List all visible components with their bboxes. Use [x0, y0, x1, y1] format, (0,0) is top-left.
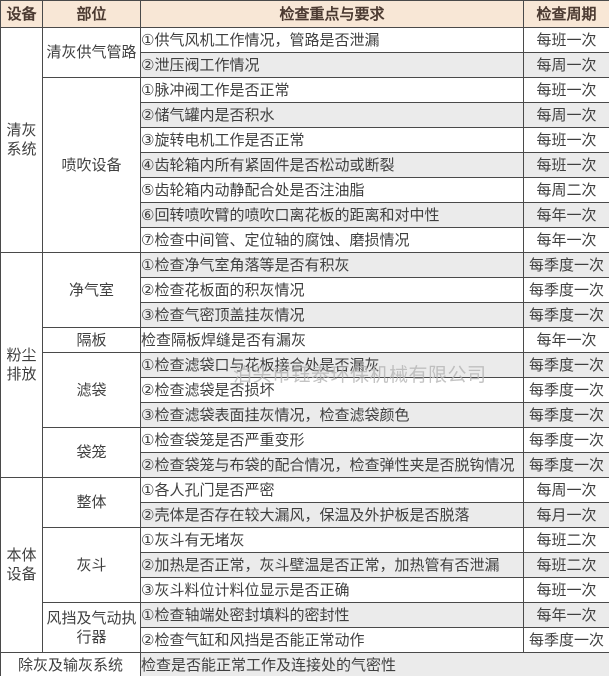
requirement-cell: ①各人孔门是否严密	[140, 477, 524, 503]
period-cell: 每班一次	[523, 77, 609, 103]
equipment-cell-fenchen: 粉尘排放	[0, 252, 43, 478]
period-cell: 每季度一次	[523, 427, 609, 453]
period-cell: 每班二次	[523, 552, 609, 578]
period-cell: 每周二次	[523, 177, 609, 203]
table-row: ②加热是否正常，灰斗壁温是否正常，加热管有否泄漏 每班二次	[1, 552, 609, 578]
requirement-cell: ②检查袋笼与布袋的配合情况，检查弹性夹是否脱钩情况	[140, 452, 524, 478]
requirement-cell: ⑤齿轮箱内动静配合处是否注油脂	[140, 177, 524, 203]
requirement-cell: ①脉冲阀工作是否正常	[140, 77, 524, 103]
period-cell: 每季度一次	[523, 277, 609, 303]
period-cell: 每周一次	[523, 52, 609, 78]
requirement-cell: ③灰斗料位计料位显示是否正确	[140, 577, 524, 603]
table-row: 本体设备 整体 ①各人孔门是否严密 每周一次	[0, 477, 609, 653]
part-cell-gongqiguanlu: 清灰供气管路	[42, 27, 141, 78]
period-cell: 每年一次	[523, 602, 609, 628]
period-cell: 每季度一次	[523, 302, 609, 328]
period-cell: 每年一次	[523, 327, 609, 353]
requirement-cell: ②泄压阀工作情况	[140, 52, 524, 78]
table-row: ⑥回转喷吹臂的喷吹口离花板的距离和对中性 每年一次	[1, 202, 609, 228]
requirement-cell: ①供气风机工作情况，管路是否泄漏	[140, 27, 524, 53]
requirement-cell: ②检查滤袋是否损坏	[140, 377, 524, 403]
table-row: 除灰及输灰系统 检查是否能正常工作及连接处的气密性	[0, 652, 609, 676]
table-row: ③旋转电机工作是否正常 每班一次	[1, 127, 609, 153]
requirement-cell: 检查是否能正常工作及连接处的气密性	[140, 652, 609, 676]
period-cell: 每周一次	[523, 477, 609, 503]
period-cell: 每季度一次	[523, 402, 609, 428]
table-row: 喷吹设备 ①脉冲阀工作是否正常 每班一次	[1, 77, 609, 253]
equipment-cell-qinghui: 清灰系统	[0, 27, 43, 253]
requirement-cell: ④齿轮箱内所有紧固件是否松动或断裂	[140, 152, 524, 178]
period-cell: 每季度一次	[523, 627, 609, 653]
period-cell: 每班一次	[523, 577, 609, 603]
requirement-cell: ①检查滤袋口与花板接合处是否漏灰	[140, 352, 524, 378]
table-row: 滤袋 ①检查滤袋口与花板接合处是否漏灰 每季度一次	[1, 352, 609, 428]
period-cell: 每年一次	[523, 202, 609, 228]
table-row: ④齿轮箱内所有紧固件是否松动或断裂 每班一次	[1, 152, 609, 178]
period-cell: 每季度一次	[523, 352, 609, 378]
period-cell: 每年一次	[523, 227, 609, 253]
period-cell: 每班二次	[523, 527, 609, 553]
header-equipment: 设备	[0, 0, 43, 28]
equipment-cell-benti: 本体设备	[0, 477, 43, 653]
requirement-cell: ①灰斗有无堵灰	[140, 527, 524, 553]
requirement-cell: ③检查滤袋表面挂灰情况，检查滤袋颜色	[140, 402, 524, 428]
period-cell: 每周一次	[523, 102, 609, 128]
part-cell-fengdang: 风挡及气动执行器	[42, 602, 141, 653]
requirement-cell: ⑦检查中间管、定位轴的腐蚀、磨损情况	[140, 227, 524, 253]
period-cell: 每班一次	[523, 152, 609, 178]
requirement-cell: ③旋转电机工作是否正常	[140, 127, 524, 153]
header-period: 检查周期	[523, 0, 609, 28]
period-cell: 每班一次	[523, 27, 609, 53]
requirement-cell: ②加热是否正常，灰斗壁温是否正常，加热管有否泄漏	[140, 552, 524, 578]
table-row: 隔板 检查隔板焊缝是否有漏灰 每年一次	[1, 327, 609, 353]
part-cell-dailong: 袋笼	[42, 427, 141, 478]
table-row: 袋笼 ①检查袋笼是否严重变形 每季度一次	[1, 427, 609, 478]
requirement-cell: ①检查袋笼是否严重变形	[140, 427, 524, 453]
part-cell-penchui: 喷吹设备	[42, 77, 141, 253]
requirement-cell: ②检查花板面的积灰情况	[140, 277, 524, 303]
table-row: ②检查滤袋是否损坏 每季度一次	[1, 377, 609, 403]
requirement-cell: ①检查轴端处密封填料的密封性	[140, 602, 524, 628]
table-row: ②储气罐内是否积水 每周一次	[1, 102, 609, 128]
period-cell: 每季度一次	[523, 252, 609, 278]
header-requirement: 检查重点与要求	[140, 0, 524, 28]
equipment-cell-chuhui: 除灰及输灰系统	[0, 652, 141, 676]
table-row: ②检查袋笼与布袋的配合情况，检查弹性夹是否脱钩情况 每季度一次	[1, 452, 609, 478]
period-cell: 每季度一次	[523, 377, 609, 403]
table-row: 清灰系统 清灰供气管路 ①供气风机工作情况，管路是否泄漏 每班一次	[0, 27, 609, 253]
part-cell-huidou: 灰斗	[42, 527, 141, 603]
requirement-cell: ②壳体是否存在较大漏风，保温及外护板是否脱落	[140, 502, 524, 528]
header-row: 设备 部位 检查重点与要求 检查周期	[0, 0, 609, 28]
table-row: 粉尘排放 净气室 ①检查净气室角落等是否有积灰 每季度一次	[0, 252, 609, 478]
period-cell: 每月一次	[523, 502, 609, 528]
table-row: 风挡及气动执行器 ①检查轴端处密封填料的密封性 每年一次	[1, 602, 609, 653]
period-cell: 每季度一次	[523, 452, 609, 478]
table-row: ②泄压阀工作情况 每周一次	[1, 52, 609, 78]
requirement-cell: ②检查气缸和风挡是否能正常动作	[140, 627, 524, 653]
requirement-cell: ②储气罐内是否积水	[140, 102, 524, 128]
requirement-cell: ①检查净气室角落等是否有积灰	[140, 252, 524, 278]
table-row: ③检查滤袋表面挂灰情况，检查滤袋颜色 每季度一次	[1, 402, 609, 428]
table-row: ⑤齿轮箱内动静配合处是否注油脂 每周二次	[1, 177, 609, 203]
period-cell: 每班一次	[523, 127, 609, 153]
part-cell-geban: 隔板	[42, 327, 141, 353]
table-row: ②壳体是否存在较大漏风，保温及外护板是否脱落 每月一次	[1, 502, 609, 528]
requirement-cell: ⑥回转喷吹臂的喷吹口离花板的距离和对中性	[140, 202, 524, 228]
part-cell-zhengti: 整体	[42, 477, 141, 528]
requirement-cell: ③检查气密顶盖挂灰情况	[140, 302, 524, 328]
table-row: ②检查气缸和风挡是否能正常动作 每季度一次	[1, 627, 609, 653]
requirement-cell: 检查隔板焊缝是否有漏灰	[140, 327, 524, 353]
part-cell-jingqishi: 净气室	[42, 252, 141, 328]
table-row: ⑦检查中间管、定位轴的腐蚀、磨损情况 每年一次	[1, 227, 609, 253]
part-cell-lvdai: 滤袋	[42, 352, 141, 428]
table-row: ③灰斗料位计料位显示是否正确 每班一次	[1, 577, 609, 603]
table-row: 灰斗 ①灰斗有无堵灰 每班二次	[1, 527, 609, 603]
header-part: 部位	[42, 0, 141, 28]
table-row: ③检查气密顶盖挂灰情况 每季度一次	[1, 302, 609, 328]
